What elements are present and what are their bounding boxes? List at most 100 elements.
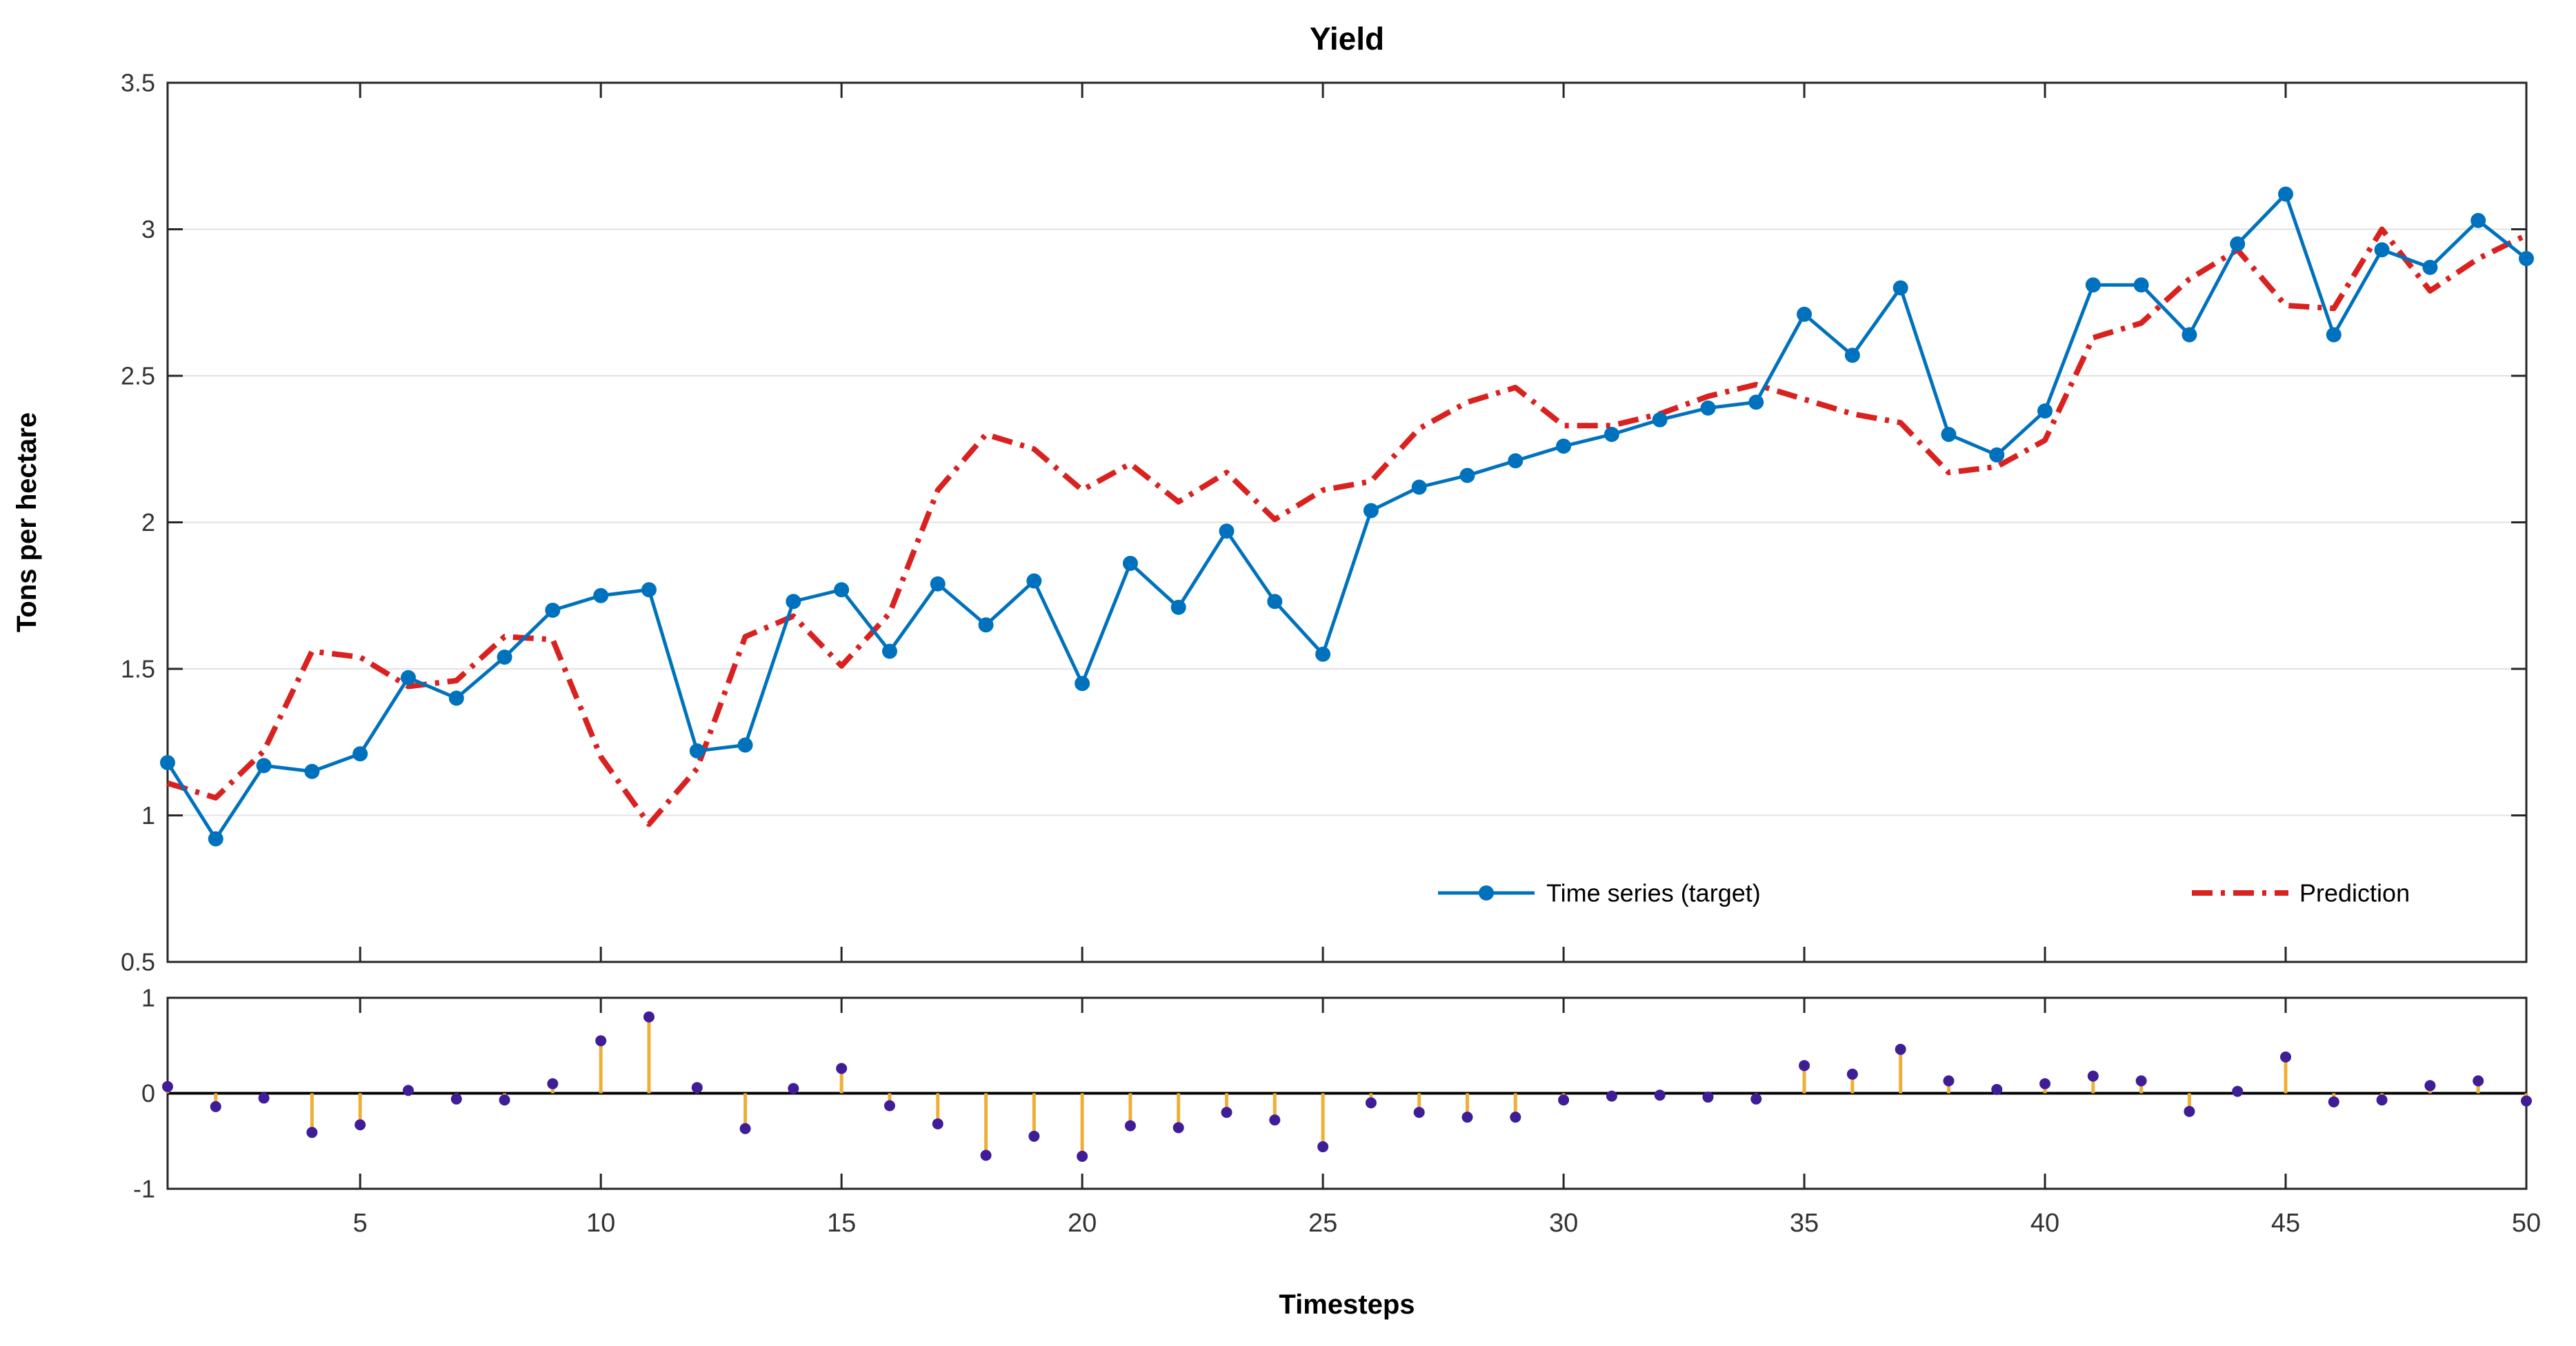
residual-ytick-label: 0 xyxy=(141,1079,155,1107)
target-marker xyxy=(834,582,850,598)
residual-stem-marker xyxy=(2087,1070,2099,1082)
residual-stem-marker xyxy=(1750,1093,1762,1105)
main-ytick-label: 2 xyxy=(141,508,155,536)
residual-stem-marker xyxy=(1943,1075,1955,1087)
target-marker xyxy=(497,650,512,665)
target-marker xyxy=(1363,503,1379,519)
target-marker xyxy=(1411,479,1427,495)
target-marker xyxy=(2181,327,2197,343)
residual-stem-marker xyxy=(306,1127,318,1138)
main-ytick-label: 2.5 xyxy=(121,362,155,390)
residual-stem-marker xyxy=(2328,1096,2339,1107)
target-marker xyxy=(1941,427,1957,442)
residual-xtick-label: 20 xyxy=(1068,1209,1097,1238)
residual-stem-marker xyxy=(1317,1141,1329,1153)
residual-stem-marker xyxy=(499,1094,510,1106)
target-marker xyxy=(2230,236,2246,252)
target-marker xyxy=(160,755,175,770)
legend-prediction-label: Prediction xyxy=(2299,879,2410,907)
residual-stem-marker xyxy=(2473,1075,2484,1087)
target-marker xyxy=(1893,280,1908,296)
residual-stem-marker xyxy=(1077,1150,1088,1162)
residual-xtick-label: 50 xyxy=(2512,1209,2541,1238)
residual-stem-marker xyxy=(836,1063,848,1074)
residual-stem-marker xyxy=(1702,1092,1714,1103)
residual-stem-marker xyxy=(2184,1105,2195,1117)
target-marker xyxy=(208,831,223,847)
residual-stem-marker xyxy=(2376,1094,2388,1106)
target-marker xyxy=(786,594,801,610)
target-series-line xyxy=(166,192,2528,841)
residual-stem-marker xyxy=(1606,1090,1617,1102)
y-axis-label: Tons per hectare xyxy=(12,412,42,632)
main-ytick-label: 1.5 xyxy=(121,655,155,683)
target-marker xyxy=(1267,594,1283,610)
target-marker xyxy=(2519,251,2534,266)
residual-stem-marker xyxy=(1461,1112,1473,1123)
target-marker xyxy=(545,603,561,618)
residual-stem-marker xyxy=(1124,1120,1136,1132)
target-marker xyxy=(304,763,320,779)
target-marker xyxy=(1075,676,1090,692)
residual-stem-marker xyxy=(595,1035,607,1047)
residual-stem-marker xyxy=(547,1078,559,1089)
target-marker xyxy=(930,576,946,592)
legend-target-label: Time series (target) xyxy=(1546,879,1761,907)
residual-stem-marker xyxy=(2232,1085,2244,1097)
residual-stem-marker xyxy=(1172,1122,1184,1134)
residual-stem-marker xyxy=(2280,1051,2292,1063)
residual-stem-marker xyxy=(739,1123,751,1134)
target-marker xyxy=(593,587,609,603)
target-marker xyxy=(689,743,705,759)
residual-xtick-label: 10 xyxy=(586,1209,615,1238)
target-marker xyxy=(2470,212,2486,228)
residual-stem-marker xyxy=(932,1118,943,1129)
target-marker xyxy=(1508,453,1524,469)
target-marker xyxy=(256,758,272,774)
target-marker xyxy=(1797,306,1813,322)
residual-stem-marker xyxy=(1510,1112,1521,1123)
target-marker xyxy=(1556,439,1572,454)
residual-stem-marker xyxy=(691,1082,703,1094)
residual-stem-marker xyxy=(2135,1075,2147,1087)
residual-stem-marker xyxy=(162,1081,173,1092)
residual-xtick-label: 30 xyxy=(1549,1209,1578,1238)
main-ytick-label: 3.5 xyxy=(121,69,155,97)
main-ytick-label: 1 xyxy=(141,801,155,830)
target-marker xyxy=(2278,186,2294,202)
target-marker xyxy=(2037,403,2053,419)
target-marker xyxy=(1315,646,1331,662)
residual-stem-marker xyxy=(2039,1078,2051,1089)
target-marker xyxy=(1122,556,1138,571)
main-ytick-label: 0.5 xyxy=(121,948,155,976)
residual-stem-marker xyxy=(1221,1107,1232,1118)
chart-title: Yield xyxy=(1310,21,1384,57)
target-marker xyxy=(400,670,416,685)
residual-stem-marker xyxy=(210,1101,221,1112)
residual-stem-marker xyxy=(883,1100,895,1112)
target-marker xyxy=(1844,348,1860,363)
residual-axes: 5 10 15 20 25 30 35 40 45 50 -1 0 1 xyxy=(133,984,2541,1238)
residual-ytick-label: 1 xyxy=(141,984,155,1012)
residual-stem-marker xyxy=(450,1093,462,1105)
legend-target-marker-sample xyxy=(1479,885,1494,901)
target-marker xyxy=(1989,447,2005,463)
target-marker xyxy=(1604,427,1619,442)
residual-stem-marker xyxy=(1413,1107,1425,1118)
residual-stem-marker xyxy=(643,1011,655,1023)
target-marker xyxy=(641,582,657,598)
residual-xtick-label: 40 xyxy=(2030,1209,2059,1238)
residual-stem-marker xyxy=(2521,1095,2532,1107)
residual-stem-marker xyxy=(355,1119,366,1131)
target-marker xyxy=(448,690,464,706)
target-marker xyxy=(2133,277,2149,293)
target-marker xyxy=(2085,277,2101,293)
target-marker xyxy=(2422,259,2438,275)
residual-stem-marker xyxy=(2424,1080,2436,1092)
main-ytick-label: 3 xyxy=(141,215,155,243)
residual-stems xyxy=(162,1011,2532,1162)
legend: Time series (target) Prediction xyxy=(1438,879,2410,907)
